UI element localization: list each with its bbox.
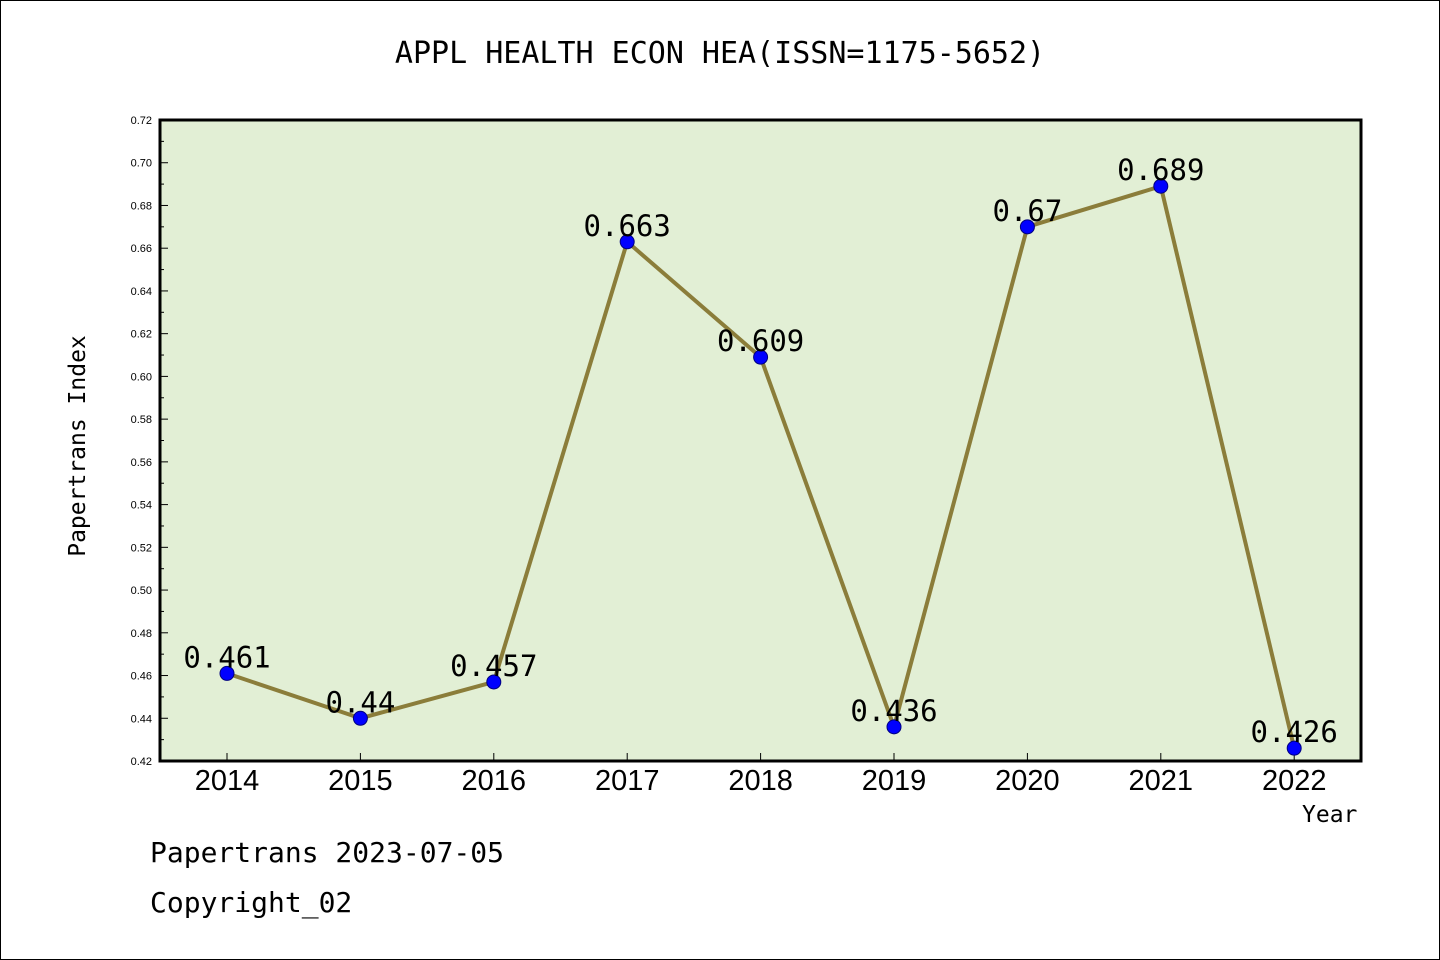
y-tick-label: 0.72 xyxy=(131,115,152,127)
data-label: 0.44 xyxy=(325,685,395,719)
data-label: 0.461 xyxy=(183,640,270,674)
y-tick-label: 0.42 xyxy=(131,756,152,768)
y-tick-label: 0.62 xyxy=(131,329,152,341)
y-tick-label: 0.54 xyxy=(131,500,152,512)
y-tick-label: 0.64 xyxy=(131,286,152,298)
y-tick-label: 0.48 xyxy=(131,628,152,640)
chart-title: APPL HEALTH ECON HEA(ISSN=1175-5652) xyxy=(394,36,1046,71)
data-point xyxy=(1153,178,1169,194)
y-tick-label: 0.52 xyxy=(131,542,152,554)
y-axis-title: Papertrans Index xyxy=(65,335,91,557)
footer-date: Papertrans 2023-07-05 xyxy=(150,836,505,869)
data-point xyxy=(619,234,635,250)
x-tick-label: 2014 xyxy=(195,765,260,797)
x-tick-label: 2018 xyxy=(728,765,793,797)
x-tick-label: 2019 xyxy=(862,765,927,797)
y-tick-label: 0.66 xyxy=(131,243,152,255)
data-point xyxy=(886,719,902,735)
x-axis-title: Year xyxy=(1302,802,1358,828)
y-tick-label: 0.58 xyxy=(131,414,152,426)
x-tick-label: 2022 xyxy=(1262,765,1327,797)
data-label: 0.426 xyxy=(1251,715,1338,749)
x-tick-label: 2015 xyxy=(328,765,393,797)
data-point xyxy=(753,349,769,365)
x-tick-label: 2021 xyxy=(1129,765,1194,797)
x-tick-label: 2017 xyxy=(595,765,660,797)
data-label: 0.457 xyxy=(450,649,537,683)
plot-area xyxy=(160,120,1361,761)
footer-copyright: Copyright_02 xyxy=(150,886,353,919)
plot-border xyxy=(158,118,1363,763)
data-point xyxy=(1286,740,1302,756)
x-tick-label: 2020 xyxy=(995,765,1060,797)
y-tick-label: 0.68 xyxy=(131,200,152,212)
data-point xyxy=(1019,219,1035,235)
data-point xyxy=(486,674,502,690)
data-label: 0.609 xyxy=(717,324,804,358)
x-tick-label: 2016 xyxy=(462,765,527,797)
y-tick-label: 0.60 xyxy=(131,371,152,383)
data-label: 0.436 xyxy=(850,694,937,728)
data-label: 0.663 xyxy=(584,209,671,243)
data-point xyxy=(352,710,368,726)
y-tick-label: 0.56 xyxy=(131,457,152,469)
data-label: 0.689 xyxy=(1117,153,1204,187)
y-tick-label: 0.44 xyxy=(131,713,152,725)
y-tick-label: 0.46 xyxy=(131,671,152,683)
y-tick-label: 0.50 xyxy=(131,585,152,597)
data-point xyxy=(219,665,235,681)
data-label: 0.67 xyxy=(992,194,1062,228)
y-tick-label: 0.70 xyxy=(131,158,152,170)
